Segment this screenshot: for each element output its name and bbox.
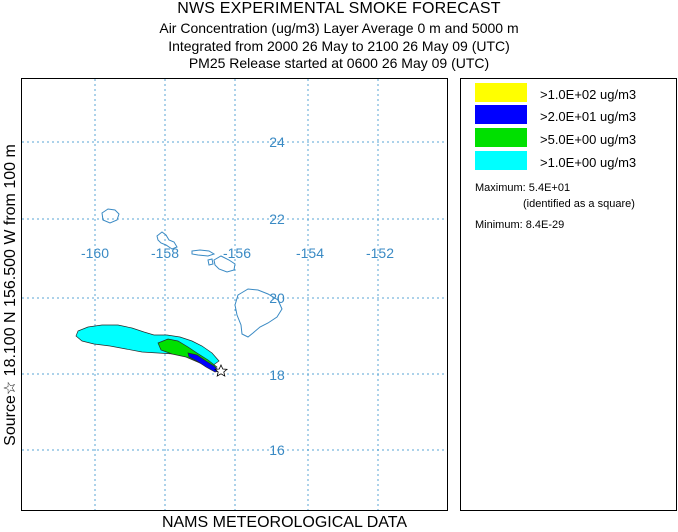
- legend-swatch-green: [475, 128, 527, 147]
- integration-period: Integrated from 2000 26 May to 2100 26 M…: [168, 38, 510, 54]
- source-star-icon: [213, 364, 229, 377]
- island-maui: [213, 255, 236, 273]
- maximum-note: (identified as a square): [523, 198, 635, 210]
- lat-label: 16: [269, 442, 285, 458]
- map-canvas: -160 -158 -156 -154 -152 24 22 20 18 16: [22, 79, 447, 510]
- lon-labels: -160 -158 -156 -154 -152: [81, 245, 394, 261]
- smoke-plume: [75, 324, 229, 377]
- lat-label: 20: [269, 290, 285, 306]
- concentration-subtitle: Air Concentration (ug/m3) Layer Average …: [159, 20, 519, 36]
- island-oahu: [156, 231, 178, 250]
- lat-labels: 24 22 20 18 16: [269, 134, 285, 458]
- lon-label: -158: [151, 245, 179, 261]
- legend-label: >5.0E+00 ug/m3: [540, 132, 637, 147]
- island-hawaii: [234, 288, 283, 338]
- legend-label: >1.0E+02 ug/m3: [540, 87, 637, 102]
- lat-label: 18: [269, 367, 285, 383]
- release-start: PM25 Release started at 0600 26 May 09 (…: [188, 55, 490, 71]
- legend-swatch-blue: [475, 105, 527, 124]
- legend-swatch-yellow: [475, 83, 527, 102]
- lon-label: -152: [366, 245, 394, 261]
- maximum-value: Maximum: 5.4E+01: [475, 182, 571, 194]
- legend-label: >1.0E+00 ug/m3: [540, 155, 637, 170]
- legend-panel: >1.0E+02 ug/m3 >2.0E+01 ug/m3 >5.0E+00 u…: [460, 78, 677, 511]
- lon-label: -156: [223, 245, 251, 261]
- legend-label: >2.0E+01 ug/m3: [540, 109, 637, 124]
- coastlines: [101, 208, 283, 338]
- lon-label: -154: [296, 245, 324, 261]
- lat-label: 22: [269, 211, 285, 227]
- meteorological-data-label: NAMS METEOROLOGICAL DATA: [161, 514, 408, 531]
- source-location-label: Source☆ 18.100 N 156.500 W from 100 m: [2, 144, 19, 446]
- lon-label: -160: [81, 245, 109, 261]
- minimum-value: Minimum: 8.4E-29: [475, 219, 565, 231]
- lat-label: 24: [269, 134, 285, 150]
- map-panel: -160 -158 -156 -154 -152 24 22 20 18 16: [21, 78, 448, 511]
- island-kauai: [101, 208, 120, 224]
- island-lanai: [207, 258, 214, 266]
- graticule: [22, 79, 447, 510]
- island-molokai: [191, 249, 216, 257]
- forecast-title: NWS EXPERIMENTAL SMOKE FORECAST: [177, 0, 501, 17]
- plume-cyan-region: [75, 324, 220, 367]
- legend-swatch-cyan: [475, 151, 527, 170]
